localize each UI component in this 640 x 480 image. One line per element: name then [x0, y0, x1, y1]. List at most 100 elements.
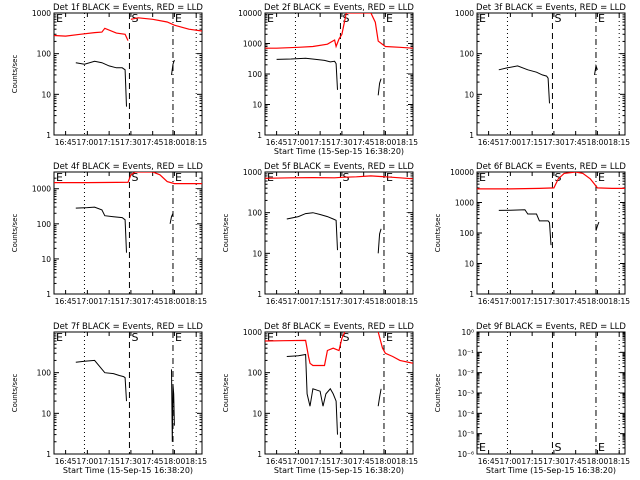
y-tick-label: 10 [41, 255, 51, 264]
x-tick-label: 17:45 [142, 138, 164, 147]
y-tick-label: 100 [248, 369, 263, 378]
x-tick-label: 16:45 [55, 457, 77, 466]
interval-marker-label: S [342, 12, 349, 25]
x-tick-label: 17:45 [565, 138, 587, 147]
x-tick-label: 18:15 [608, 297, 630, 306]
x-tick-label: 17:45 [353, 457, 375, 466]
interval-marker-label: E [175, 331, 182, 344]
y-tick-label: 10⁻¹ [457, 348, 474, 357]
interval-marker-label: E [598, 12, 605, 25]
x-tick-label: 17:00 [500, 138, 522, 147]
y-tick-label: 100 [248, 209, 263, 218]
events-series-line [377, 388, 382, 407]
y-tick-label: 10 [252, 101, 262, 110]
interval-marker-label: S [131, 331, 138, 344]
events-series-line [169, 213, 174, 224]
x-tick-label: 16:45 [55, 297, 77, 306]
chart-title: Det 2f BLACK = Events, RED = LLD [264, 3, 414, 13]
lld-series-line [377, 332, 413, 364]
y-tick-label: 10⁻³ [457, 389, 474, 398]
x-tick-label: 18:15 [185, 138, 207, 147]
x-tick-label: 17:30 [331, 457, 353, 466]
x-tick-label: 17:15 [98, 457, 120, 466]
y-tick-label: 100 [37, 220, 52, 229]
plot-frame [264, 331, 414, 455]
y-tick-label: 10⁻⁶ [457, 450, 474, 459]
chart-title: Det 8f BLACK = Events, RED = LLD [264, 322, 414, 332]
y-tick-label: 1 [469, 290, 474, 299]
y-tick-label: 1000 [243, 168, 262, 177]
y-tick-label: 1 [257, 450, 262, 459]
y-tick-label: 100 [248, 70, 263, 79]
y-tick-label: 1000 [243, 40, 262, 49]
interval-marker-label: E [386, 12, 393, 25]
x-tick-label: 17:30 [120, 297, 142, 306]
y-tick-label: 100 [37, 369, 52, 378]
plot-frame [53, 171, 203, 295]
events-series-line [171, 369, 175, 442]
x-tick-label: 17:45 [142, 457, 164, 466]
interval-marker-label: E [386, 331, 393, 344]
x-tick-label: 16:45 [266, 138, 288, 147]
interval-marker-label: E [598, 171, 605, 184]
y-tick-label: 10 [252, 249, 262, 258]
plot-frame [476, 171, 626, 295]
events-series-line [75, 206, 127, 253]
events-series-line [377, 228, 382, 254]
plot-frame [264, 12, 414, 136]
x-tick-label: 17:00 [500, 297, 522, 306]
chart-title: Det 5f BLACK = Events, RED = LLD [264, 162, 414, 172]
x-tick-label: 17:30 [543, 138, 565, 147]
plot-frame [264, 171, 414, 295]
x-tick-label: 18:15 [185, 457, 207, 466]
x-tick-label: 18:00 [375, 457, 397, 466]
chart-panel: Det 5f BLACK = Events, RED = LLD 16:45 17:… [222, 162, 418, 306]
x-tick-label: 17:15 [309, 138, 331, 147]
chart-title: Det 3f BLACK = Events, RED = LLD [476, 3, 626, 13]
interval-marker-label: S [554, 12, 561, 25]
events-series-line [498, 65, 550, 104]
interval-marker-label: S [554, 171, 561, 184]
y-axis-label: Counts/sec [222, 214, 230, 253]
x-tick-label: 18:15 [396, 457, 418, 466]
y-axis-label: Counts/sec [222, 374, 230, 413]
plot-frame [476, 331, 626, 455]
x-axis-label: Start Time (15-Sep-15 16:38:20) [274, 466, 404, 475]
y-tick-label: 1 [257, 290, 262, 299]
x-tick-label: 16:45 [478, 297, 500, 306]
y-tick-label: 1 [46, 290, 51, 299]
y-tick-label: 1 [46, 131, 51, 140]
interval-marker-label: E [267, 12, 274, 25]
events-series-line [171, 59, 175, 75]
x-tick-label: 18:00 [164, 297, 186, 306]
x-tick-label: 17:00 [77, 457, 99, 466]
y-tick-label: 1000 [32, 9, 51, 18]
events-series-line [498, 209, 552, 246]
x-tick-label: 17:30 [543, 297, 565, 306]
x-tick-label: 17:00 [288, 138, 310, 147]
y-tick-label: 10000 [450, 168, 474, 177]
x-tick-label: 18:15 [608, 457, 630, 466]
x-tick-label: 17:15 [98, 297, 120, 306]
chart-panel: Det 4f BLACK = Events, RED = LLD 16:45 17:… [11, 162, 207, 306]
y-axis-label: Counts/sec [434, 214, 442, 253]
y-tick-label: 1000 [455, 199, 474, 208]
x-tick-label: 18:00 [375, 297, 397, 306]
y-axis-label: Counts/sec [434, 374, 442, 413]
events-series-line [276, 57, 338, 90]
x-tick-label: 16:45 [266, 297, 288, 306]
x-tick-label: 18:00 [164, 457, 186, 466]
y-tick-label: 10⁻² [457, 369, 474, 378]
chart-title: Det 4f BLACK = Events, RED = LLD [53, 162, 203, 172]
y-tick-label: 1000 [243, 328, 262, 337]
x-tick-label: 17:00 [288, 297, 310, 306]
chart-title: Det 7f BLACK = Events, RED = LLD [53, 322, 203, 332]
y-tick-label: 10 [41, 409, 51, 418]
interval-marker-label: E [175, 171, 182, 184]
x-tick-label: 17:45 [565, 297, 587, 306]
chart-title: Det 9f BLACK = Events, RED = LLD [476, 322, 626, 332]
x-tick-label: 17:30 [331, 138, 353, 147]
